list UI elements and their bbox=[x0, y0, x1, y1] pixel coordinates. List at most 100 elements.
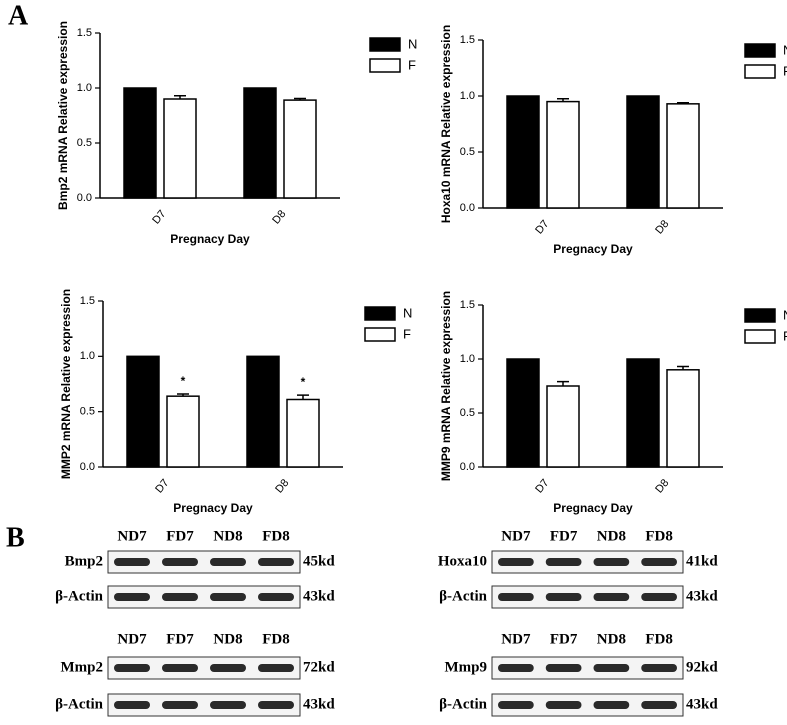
bar bbox=[126, 355, 160, 468]
error-bar bbox=[294, 97, 306, 101]
lane-label: FD7 bbox=[166, 631, 194, 647]
y-axis-label: Bmp2 mRNA Relative expression bbox=[56, 21, 70, 210]
legend-swatch bbox=[744, 64, 776, 79]
bar bbox=[666, 103, 700, 209]
blot-frame bbox=[107, 585, 301, 609]
y-tick-label: 1.0 bbox=[80, 350, 95, 362]
protein-label: Mmp2 bbox=[61, 659, 104, 675]
bar bbox=[166, 395, 200, 468]
lane-label: ND7 bbox=[117, 631, 147, 647]
legend-label: N bbox=[403, 305, 412, 320]
bar bbox=[666, 369, 700, 468]
band bbox=[258, 664, 294, 672]
bar bbox=[243, 87, 277, 199]
band bbox=[162, 664, 198, 672]
protein-label: β-Actin bbox=[439, 588, 488, 604]
bar bbox=[286, 398, 320, 468]
y-tick-label: 1.5 bbox=[77, 27, 92, 39]
legend-label: N bbox=[783, 42, 787, 57]
x-tick-label: D7 bbox=[533, 477, 551, 495]
error-bar bbox=[177, 393, 189, 397]
lane-label: ND8 bbox=[213, 528, 242, 544]
error-bar bbox=[297, 394, 309, 400]
blot-frame bbox=[491, 656, 684, 680]
band bbox=[545, 701, 582, 709]
y-tick-label: 1.0 bbox=[460, 353, 475, 365]
x-axis-label: Pregnacy Day bbox=[170, 232, 250, 246]
band bbox=[162, 593, 198, 601]
protein-label: β-Actin bbox=[55, 588, 104, 604]
x-axis-label: Pregnacy Day bbox=[553, 501, 633, 515]
x-tick-label: D7 bbox=[150, 208, 168, 226]
blot-frame bbox=[107, 693, 301, 717]
error-bar bbox=[557, 380, 569, 386]
y-tick-label: 0.0 bbox=[460, 461, 475, 473]
blot-frame bbox=[107, 550, 301, 574]
band bbox=[258, 701, 294, 709]
y-tick-label: 0.5 bbox=[460, 146, 475, 158]
band bbox=[545, 593, 582, 601]
y-axis-label: MMP9 mRNA Relative expression bbox=[439, 291, 453, 481]
y-tick-label: 0.0 bbox=[460, 202, 475, 214]
band bbox=[114, 701, 150, 709]
bar bbox=[546, 385, 580, 468]
protein-label: β-Actin bbox=[439, 696, 488, 712]
lane-label: FD8 bbox=[645, 631, 673, 647]
blot-frame bbox=[491, 585, 684, 609]
y-tick-label: 0.5 bbox=[80, 406, 95, 418]
size-label: 72kd bbox=[303, 659, 335, 675]
legend-swatch bbox=[369, 37, 401, 52]
size-label: 43kd bbox=[686, 696, 718, 712]
band bbox=[114, 558, 150, 566]
lane-label: ND7 bbox=[117, 528, 147, 544]
lane-label: FD7 bbox=[550, 631, 578, 647]
legend-swatch bbox=[364, 306, 396, 321]
y-tick-label: 0.0 bbox=[77, 192, 92, 204]
protein-label: β-Actin bbox=[55, 696, 104, 712]
x-tick-label: D7 bbox=[533, 218, 551, 236]
significance-mark: * bbox=[181, 374, 186, 388]
band bbox=[162, 701, 198, 709]
y-tick-label: 1.0 bbox=[77, 82, 92, 94]
legend-label: F bbox=[783, 63, 787, 78]
y-tick-label: 0.5 bbox=[460, 407, 475, 419]
lane-label: FD7 bbox=[166, 528, 194, 544]
y-tick-label: 1.5 bbox=[460, 299, 475, 311]
blot-frame bbox=[491, 693, 684, 717]
y-axis-label: Hoxa10 mRNA Relative expression bbox=[439, 25, 453, 223]
lane-label: ND7 bbox=[501, 528, 531, 544]
bar bbox=[626, 95, 660, 209]
bar bbox=[546, 100, 580, 209]
bar bbox=[163, 98, 197, 199]
legend-label: F bbox=[783, 328, 787, 343]
x-axis-label: Pregnacy Day bbox=[173, 501, 253, 515]
error-bar bbox=[174, 94, 186, 99]
y-tick-label: 0.5 bbox=[77, 137, 92, 149]
band bbox=[114, 593, 150, 601]
band bbox=[641, 593, 677, 601]
bar bbox=[123, 87, 157, 199]
legend-label: F bbox=[408, 57, 416, 72]
panel-label: A bbox=[8, 0, 29, 31]
band bbox=[498, 664, 534, 672]
blot-frame bbox=[491, 550, 684, 574]
protein-label: Hoxa10 bbox=[438, 553, 487, 569]
band bbox=[593, 558, 630, 566]
band bbox=[210, 664, 246, 672]
protein-label: Mmp9 bbox=[445, 659, 488, 675]
significance-mark: * bbox=[301, 375, 306, 389]
band bbox=[641, 664, 677, 672]
bar bbox=[506, 358, 540, 468]
lane-label: FD8 bbox=[645, 528, 673, 544]
band bbox=[498, 558, 534, 566]
y-tick-label: 1.5 bbox=[460, 34, 475, 46]
lane-label: ND8 bbox=[213, 631, 242, 647]
size-label: 43kd bbox=[303, 696, 335, 712]
legend-swatch bbox=[744, 43, 776, 58]
x-tick-label: D7 bbox=[153, 477, 171, 495]
size-label: 45kd bbox=[303, 553, 335, 569]
band bbox=[210, 701, 246, 709]
legend-swatch bbox=[369, 58, 401, 73]
lane-label: FD7 bbox=[550, 528, 578, 544]
bar bbox=[626, 358, 660, 468]
